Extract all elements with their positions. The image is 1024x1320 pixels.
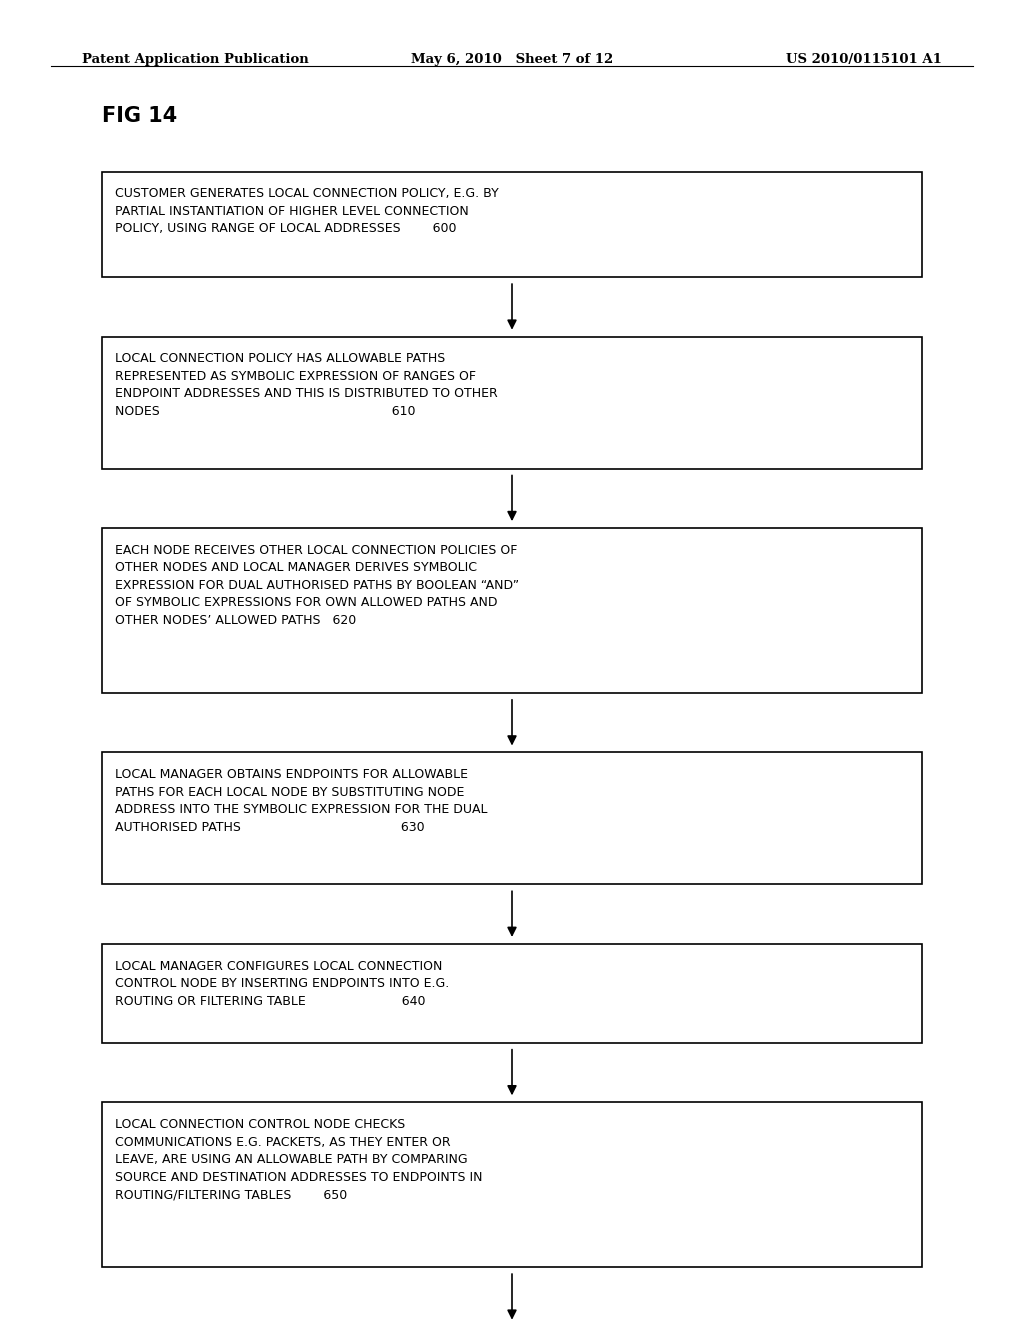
Text: LOCAL CONNECTION CONTROL NODE CHECKS
COMMUNICATIONS E.G. PACKETS, AS THEY ENTER : LOCAL CONNECTION CONTROL NODE CHECKS COM…	[115, 1118, 482, 1201]
Text: FIG 14: FIG 14	[102, 106, 177, 125]
Text: EACH NODE RECEIVES OTHER LOCAL CONNECTION POLICIES OF
OTHER NODES AND LOCAL MANA: EACH NODE RECEIVES OTHER LOCAL CONNECTIO…	[115, 544, 519, 627]
Text: LOCAL CONNECTION POLICY HAS ALLOWABLE PATHS
REPRESENTED AS SYMBOLIC EXPRESSION O: LOCAL CONNECTION POLICY HAS ALLOWABLE PA…	[115, 352, 498, 418]
Text: LOCAL MANAGER OBTAINS ENDPOINTS FOR ALLOWABLE
PATHS FOR EACH LOCAL NODE BY SUBST: LOCAL MANAGER OBTAINS ENDPOINTS FOR ALLO…	[115, 768, 487, 834]
Text: CUSTOMER GENERATES LOCAL CONNECTION POLICY, E.G. BY
PARTIAL INSTANTIATION OF HIG: CUSTOMER GENERATES LOCAL CONNECTION POLI…	[115, 187, 499, 235]
Text: LOCAL MANAGER CONFIGURES LOCAL CONNECTION
CONTROL NODE BY INSERTING ENDPOINTS IN: LOCAL MANAGER CONFIGURES LOCAL CONNECTIO…	[115, 960, 449, 1007]
Bar	[102, 172, 922, 277]
Text: US 2010/0115101 A1: US 2010/0115101 A1	[786, 53, 942, 66]
Text: May 6, 2010   Sheet 7 of 12: May 6, 2010 Sheet 7 of 12	[411, 53, 613, 66]
Text: Patent Application Publication: Patent Application Publication	[82, 53, 308, 66]
Bar	[102, 944, 922, 1043]
Bar	[102, 1102, 922, 1267]
Bar	[102, 337, 922, 469]
Bar	[102, 528, 922, 693]
Bar	[102, 752, 922, 884]
